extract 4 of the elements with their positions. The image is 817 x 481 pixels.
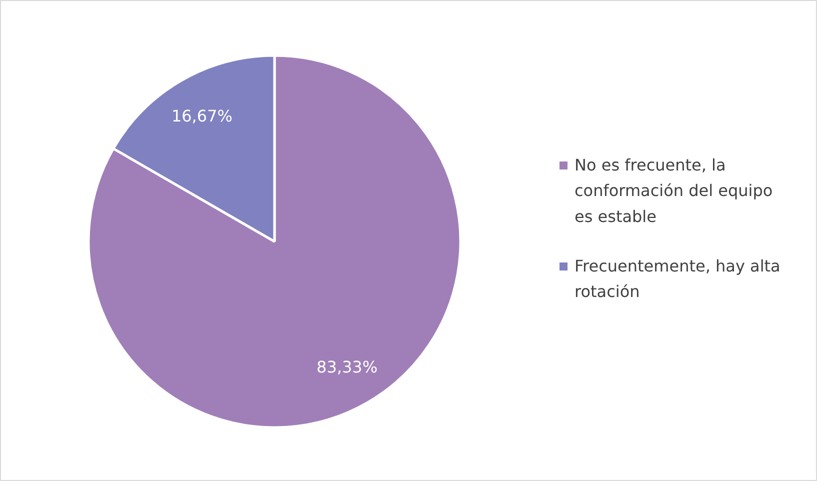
legend-label: Frecuentemente, hay alta rotación [574, 256, 780, 302]
data-label: 83,33% [316, 358, 378, 377]
legend-label: No es frecuente, la conformación del equipo es estable [574, 156, 773, 226]
data-label: 16,67% [171, 106, 232, 126]
